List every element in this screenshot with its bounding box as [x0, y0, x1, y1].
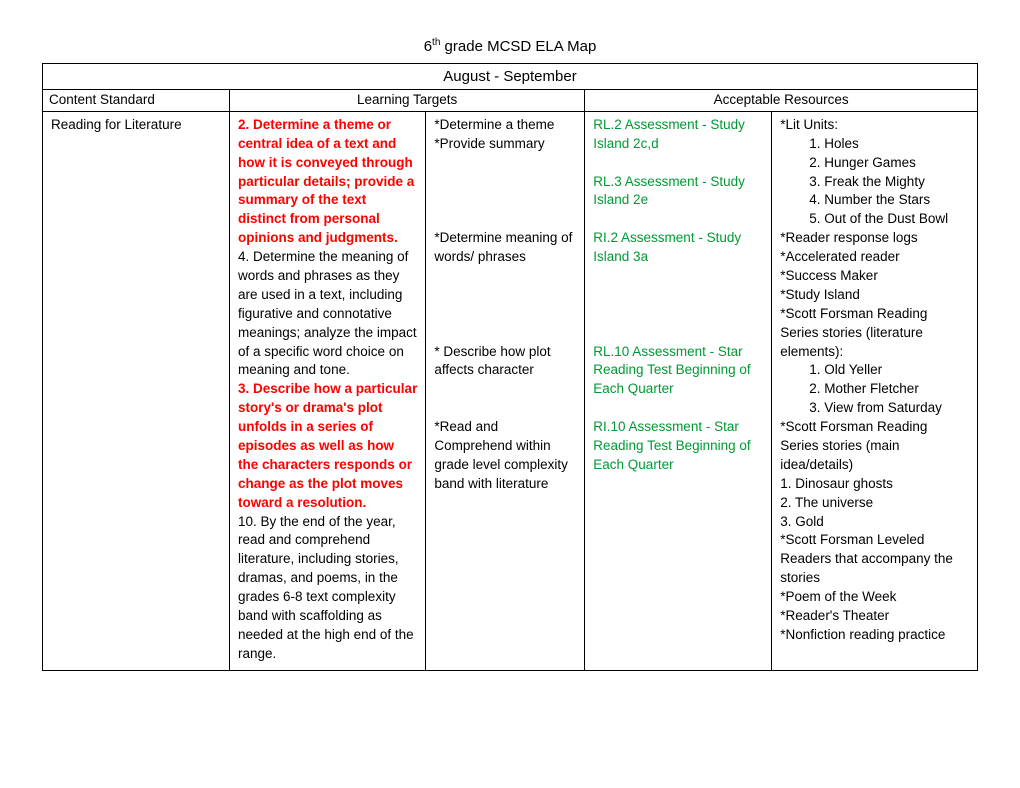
assess-rl10: RL.10 Assessment - Star Reading Test Beg… — [593, 344, 750, 397]
hdr-acceptable-resources: Acceptable Resources — [585, 90, 978, 112]
title-prefix: 6 — [424, 38, 432, 55]
lit-units-label: *Lit Units: — [780, 117, 838, 132]
list-item: Holes — [824, 135, 969, 154]
assess-rl3: RL.3 Assessment - Study Island 2e — [593, 174, 745, 208]
list-item: Number the Stars — [824, 191, 969, 210]
res-leveled-readers: *Scott Forsman Leveled Readers that acco… — [780, 532, 953, 585]
standard-3: 3. Describe how a particular story's or … — [238, 381, 417, 509]
lt-read-comprehend: *Read and Comprehend within grade level … — [434, 419, 568, 491]
lt-describe-plot: * Describe how plot affects character — [434, 344, 550, 378]
sf-lit-list: Old Yeller Mother Fletcher View from Sat… — [780, 361, 969, 418]
assess-ri2: RI.2 Assessment - Study Island 3a — [593, 230, 741, 264]
list-item: Freak the Mighty — [824, 173, 969, 192]
resources-cell: *Lit Units: Holes Hunger Games Freak the… — [772, 111, 978, 670]
hdr-learning-targets: Learning Targets — [230, 90, 585, 112]
list-item: Mother Fletcher — [824, 380, 969, 399]
learning-targets-bullets: *Determine a theme *Provide summary *Det… — [426, 111, 585, 670]
sf-main-3: 3. Gold — [780, 514, 824, 529]
content-standard-cell: Reading for Literature — [43, 111, 230, 670]
curriculum-table: August - September Content Standard Lear… — [42, 63, 978, 671]
standard-4: 4. Determine the meaning of words and ph… — [238, 249, 417, 377]
assess-ri10: RI.10 Assessment - Star Reading Test Beg… — [593, 419, 750, 472]
doc-title: 6th grade MCSD ELA Map — [42, 36, 978, 57]
hdr-content-standard: Content Standard — [43, 90, 230, 112]
sf-main-1: 1. Dinosaur ghosts — [780, 476, 893, 491]
res-study-island: *Study Island — [780, 287, 860, 302]
res-poem-week: *Poem of the Week — [780, 589, 896, 604]
lit-units-list: Holes Hunger Games Freak the Mighty Numb… — [780, 135, 969, 229]
res-readers-theater: *Reader's Theater — [780, 608, 889, 623]
sf-main-2: 2. The universe — [780, 495, 873, 510]
period-cell: August - September — [43, 64, 978, 90]
title-rest: grade MCSD ELA Map — [440, 38, 596, 55]
learning-targets-standards: 2. Determine a theme or central idea of … — [230, 111, 426, 670]
sf-main-label: *Scott Forsman Reading Series stories (m… — [780, 419, 927, 472]
sf-lit-label: *Scott Forsman Reading Series stories (l… — [780, 306, 927, 359]
lt-provide-summary: *Provide summary — [434, 136, 544, 151]
res-accelerated: *Accelerated reader — [780, 249, 899, 264]
res-reader-logs: *Reader response logs — [780, 230, 917, 245]
lt-determine-meaning: *Determine meaning of words/ phrases — [434, 230, 572, 264]
list-item: Old Yeller — [824, 361, 969, 380]
standard-2: 2. Determine a theme or central idea of … — [238, 117, 414, 245]
list-item: Hunger Games — [824, 154, 969, 173]
list-item: Out of the Dust Bowl — [824, 210, 969, 229]
list-item: View from Saturday — [824, 399, 969, 418]
res-success-maker: *Success Maker — [780, 268, 878, 283]
standard-10: 10. By the end of the year, read and com… — [238, 514, 414, 661]
res-nonfiction: *Nonfiction reading practice — [780, 627, 945, 642]
assess-rl2: RL.2 Assessment - Study Island 2c,d — [593, 117, 745, 151]
lt-determine-theme: *Determine a theme — [434, 117, 554, 132]
assessments-cell: RL.2 Assessment - Study Island 2c,d RL.3… — [585, 111, 772, 670]
